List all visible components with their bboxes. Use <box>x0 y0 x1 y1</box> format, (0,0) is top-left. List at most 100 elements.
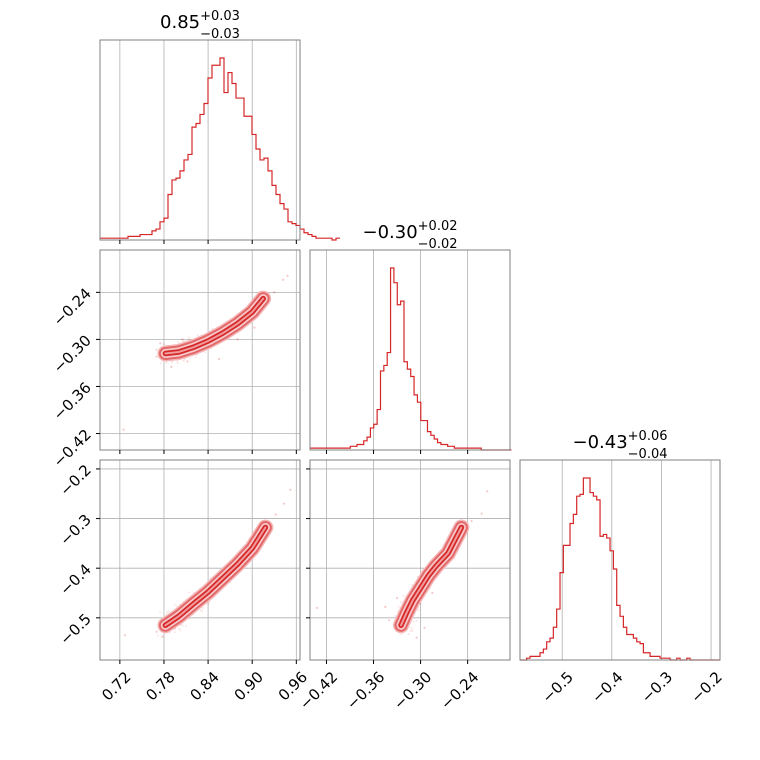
title-plus: +0.06 <box>628 429 668 444</box>
panel-title-2: −0.43+0.06 <box>572 429 667 453</box>
sample-point <box>199 609 202 612</box>
sample-point <box>417 609 420 612</box>
histogram-step-0 <box>100 57 340 241</box>
sample-point <box>204 351 207 354</box>
sample-point <box>189 357 192 360</box>
outlier-point <box>186 360 189 363</box>
sample-point <box>181 624 184 627</box>
histogram-step-1 <box>310 267 512 451</box>
sample-point <box>411 584 414 587</box>
x-tick-label: 0.90 <box>231 668 267 704</box>
axes-frame <box>309 249 511 451</box>
sample-point <box>402 595 405 598</box>
scatter-panel-2 <box>306 459 511 664</box>
x-tick-label: −0.3 <box>638 668 676 706</box>
sample-point <box>409 630 412 633</box>
outlier-point <box>159 342 162 345</box>
sample-point <box>407 633 410 636</box>
sample-point <box>182 340 185 343</box>
sample-point <box>173 631 176 634</box>
sample-point <box>156 634 159 637</box>
x-tick-label: 0.84 <box>186 668 222 704</box>
x-tick-label: 0.72 <box>98 668 134 704</box>
y-tick-label: −0.3 <box>56 511 94 549</box>
outlier-point <box>286 274 289 277</box>
sample-point <box>176 361 179 364</box>
contour-core <box>164 297 265 355</box>
outlier-point <box>395 596 399 600</box>
axes-frame <box>99 39 301 241</box>
histogram-step-2 <box>520 477 721 661</box>
outlier-point <box>281 278 285 281</box>
outlier-point <box>273 291 276 294</box>
sample-point <box>155 348 158 351</box>
sample-point <box>196 334 199 337</box>
title-minus: −0.04 <box>628 447 668 462</box>
outlier-point <box>253 326 256 329</box>
outlier-point <box>423 626 426 629</box>
outlier-point <box>274 513 277 516</box>
y-tick-label: −0.36 <box>50 379 95 424</box>
title-plus: +0.03 <box>200 9 240 24</box>
outlier-point <box>181 338 184 341</box>
outlier-point <box>289 488 292 491</box>
outlier-point <box>415 636 418 639</box>
sample-point <box>188 338 191 341</box>
outlier-point <box>470 519 473 523</box>
outlier-point <box>155 630 158 633</box>
outlier-point <box>431 591 434 595</box>
histogram-panel-2: −0.43+0.06−0.04 <box>519 429 721 661</box>
sample-point <box>399 601 402 604</box>
y-tick-label: −0.24 <box>50 284 95 329</box>
outlier-point <box>282 502 285 505</box>
sample-point <box>155 348 158 351</box>
outlier-point <box>236 338 239 341</box>
outlier-point <box>388 619 391 622</box>
sample-point <box>188 336 191 339</box>
histogram-panel-0: 0.85+0.03 −0.03 <box>99 9 340 244</box>
axes-frame <box>99 459 301 661</box>
sample-point <box>409 626 412 629</box>
panel-title-1: −0.30+0.02 <box>362 219 457 243</box>
density-region <box>315 490 489 639</box>
title-value: −0.43 <box>572 432 627 453</box>
sample-point <box>159 362 162 365</box>
y-tick-label: −0.42 <box>50 426 95 471</box>
y-tick-label: −0.4 <box>56 560 94 598</box>
title-minus: −0.03 <box>200 27 240 42</box>
sample-point <box>177 341 180 344</box>
sample-point <box>194 356 197 359</box>
sample-point <box>411 629 414 632</box>
outlier-point <box>315 606 319 609</box>
title-value: −0.30 <box>362 222 417 243</box>
x-tick-label: −0.2 <box>687 668 725 706</box>
sample-point <box>411 627 414 630</box>
x-tick-label: −0.4 <box>588 668 626 706</box>
title-minus: −0.02 <box>418 237 458 252</box>
title-plus: +0.02 <box>418 219 458 234</box>
sample-point <box>183 358 186 361</box>
contour-core <box>400 526 463 627</box>
sample-point <box>211 327 214 330</box>
sample-point <box>201 610 204 613</box>
title-value: 0.85 <box>160 12 200 33</box>
y-tick-label: −0.30 <box>50 332 95 377</box>
sample-point <box>176 359 179 362</box>
outlier-point <box>123 634 127 637</box>
sample-point <box>400 633 403 636</box>
sample-point <box>201 607 204 610</box>
sample-point <box>188 617 191 620</box>
axes-frame <box>99 249 301 451</box>
x-tick-label: −0.5 <box>538 668 576 706</box>
outlier-point <box>170 365 173 368</box>
outlier-point <box>161 635 164 638</box>
contour-core <box>164 526 267 627</box>
sample-point <box>182 359 185 362</box>
axes-frame <box>309 459 511 661</box>
sample-point <box>167 610 170 613</box>
sample-point <box>179 629 182 632</box>
outlier-point <box>486 490 489 493</box>
y-tick-label: −0.5 <box>56 610 94 648</box>
axes-frame <box>519 459 721 661</box>
